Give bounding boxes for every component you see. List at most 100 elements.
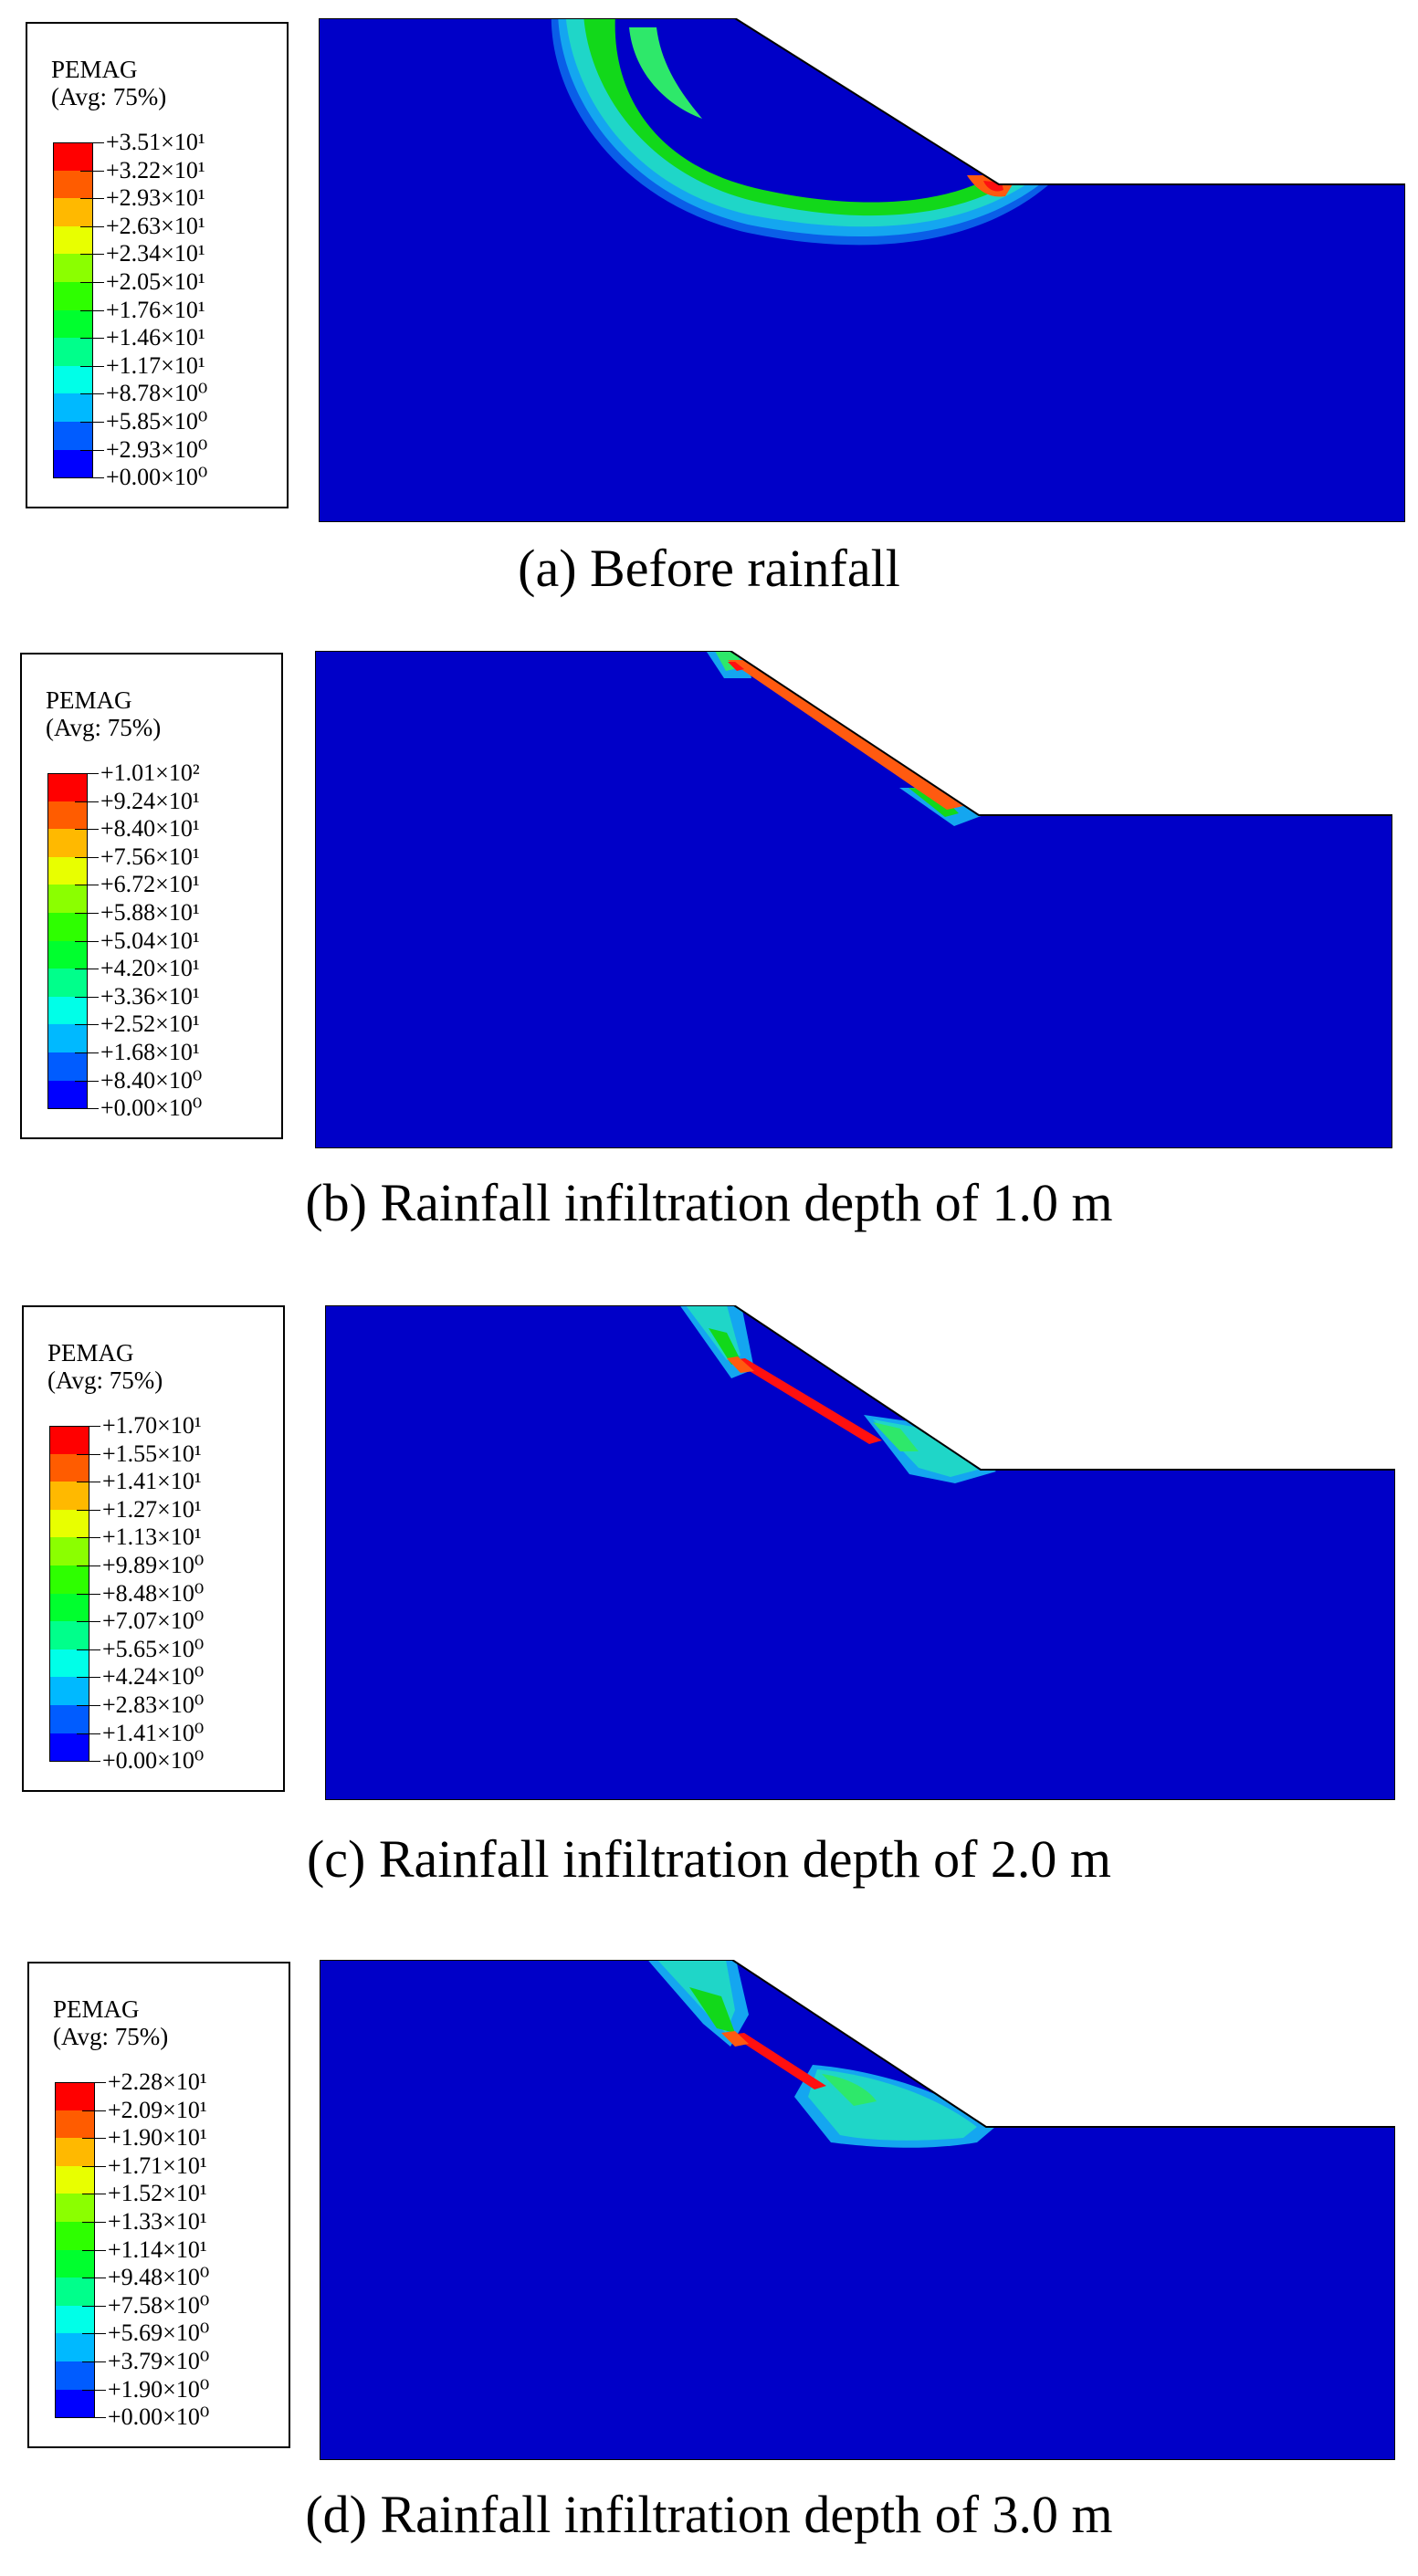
legend-tick: [82, 2417, 106, 2419]
legend-tick: [75, 801, 99, 802]
legend-title: PEMAG: [53, 1995, 140, 2023]
plastic-band: [731, 1358, 882, 1444]
legend-tick: [77, 1649, 100, 1650]
slope-body: [319, 18, 1405, 522]
contour-svg-c: [325, 1305, 1395, 1800]
legend-tick: [80, 365, 104, 367]
legend-tick: [82, 2361, 106, 2362]
legend-tick: [77, 1761, 100, 1763]
legend-label: +3.79×10⁰: [108, 2348, 210, 2374]
legend-label: +1.46×10¹: [106, 324, 205, 351]
legend-tick: [77, 1593, 100, 1595]
legend-label: +1.90×10⁰: [108, 2375, 210, 2403]
legend-label: +1.14×10¹: [108, 2236, 207, 2263]
legend-label: +2.83×10⁰: [102, 1691, 205, 1718]
legend-label: +2.05×10¹: [106, 268, 205, 295]
legend-tick: [80, 393, 104, 395]
legend-swatch: [55, 2222, 95, 2251]
legend-tick: [77, 1621, 100, 1623]
legend-label: +1.13×10¹: [102, 1524, 202, 1551]
legend-label: +0.00×10⁰: [100, 1094, 203, 1122]
contour-toe-green: [873, 1422, 919, 1451]
legend-tick: [77, 1705, 100, 1706]
legend-title: PEMAG: [51, 56, 138, 83]
legend-tick: [75, 1024, 99, 1026]
legend-swatch: [47, 1024, 88, 1053]
contour-svg-d: [320, 1960, 1395, 2460]
legend-tick: [77, 1426, 100, 1427]
caption-d: (d) Rainfall infiltration depth of 3.0 m: [305, 2485, 1113, 2544]
legend-label: +3.22×10¹: [106, 156, 205, 183]
legend-label: +1.41×10⁰: [102, 1719, 205, 1746]
legend-b: PEMAG (Avg: 75%) +1.01×10² +9.24×10¹ +8.40…: [20, 653, 283, 1139]
legend-tick: [77, 1537, 100, 1539]
legend-tick: [80, 170, 104, 172]
legend-label: +3.36×10¹: [100, 982, 200, 1010]
legend-label: +7.56×10¹: [100, 843, 200, 870]
legend-subtitle: (Avg: 75%): [51, 83, 167, 110]
legend-tick: [75, 773, 99, 774]
contour-green-band: [583, 18, 1008, 216]
legend-label: +2.93×10⁰: [106, 435, 208, 463]
plastic-band-core: [728, 662, 744, 671]
contour-svg-a: [319, 18, 1405, 522]
legend-label: +1.55×10¹: [102, 1440, 202, 1467]
legend-swatch: [49, 1509, 89, 1539]
legend-swatch: [55, 2389, 95, 2419]
legend-subtitle: (Avg: 75%): [47, 1367, 163, 1394]
legend-swatch: [47, 829, 88, 858]
legend-label: +1.27×10¹: [102, 1495, 202, 1523]
legend-label: +1.70×10¹: [102, 1412, 202, 1439]
legend-tick: [80, 142, 104, 143]
legend-tick: [77, 1453, 100, 1455]
legend-label: +5.04×10¹: [100, 927, 200, 954]
legend-tick: [80, 198, 104, 200]
caption-c: (c) Rainfall infiltration depth of 2.0 m: [306, 1829, 1112, 1889]
legend-label: +1.41×10¹: [102, 1468, 202, 1495]
legend-tick: [75, 940, 99, 942]
legend-tick: [82, 2110, 106, 2111]
legend-swatch: [53, 282, 93, 311]
panel-c: PEMAG (Avg: 75%) +1.70×10¹ +1.55×10¹ +1.41…: [0, 1287, 1418, 1931]
legend-label: +2.28×10¹: [108, 2068, 207, 2095]
legend-tick: [80, 282, 104, 283]
legend-label: +9.24×10¹: [100, 787, 200, 814]
legend-title: PEMAG: [46, 686, 132, 714]
contour-toe-green: [909, 788, 959, 817]
legend-tick: [80, 422, 104, 423]
legend-tick: [80, 449, 104, 451]
legend-label: +7.58×10⁰: [108, 2291, 210, 2319]
legend-label: +8.40×10¹: [100, 815, 200, 843]
legend-label: +1.68×10¹: [100, 1039, 200, 1065]
legend-tick: [77, 1677, 100, 1679]
legend-tick: [82, 2333, 106, 2335]
legend-label: +1.17×10¹: [106, 351, 205, 379]
legend-label: +8.78×10⁰: [106, 380, 208, 407]
legend-tick: [77, 1733, 100, 1734]
legend-label: +9.48×10⁰: [108, 2264, 210, 2291]
legend-label: +1.33×10¹: [108, 2208, 207, 2235]
legend-tick: [82, 2138, 106, 2140]
legend-swatch: [47, 1052, 88, 1082]
contour-inner-green: [629, 27, 702, 119]
legend-label: +0.00×10⁰: [102, 1747, 205, 1775]
panel-a: PEMAG (Avg: 75%) +3.51×10¹ +3.22×10¹ +2.93…: [0, 0, 1418, 644]
contour-cyan: [565, 18, 1026, 227]
legend-a: PEMAG (Avg: 75%) +3.51×10¹ +3.22×10¹ +2.93…: [26, 22, 289, 508]
legend-title: PEMAG: [47, 1339, 134, 1367]
legend-tick: [82, 2389, 106, 2391]
contour-crest-green: [689, 1987, 735, 2033]
legend-swatch: [53, 449, 93, 479]
legend-tick: [75, 913, 99, 914]
legend-swatch: [53, 170, 93, 200]
legend-tick: [75, 856, 99, 858]
caption-a: (a) Before rainfall: [518, 539, 900, 598]
legend-label: +5.88×10¹: [100, 899, 200, 926]
slope-contour-plot: [320, 1960, 1395, 2460]
legend-tick: [82, 2222, 106, 2223]
legend-swatch: [55, 2278, 95, 2307]
legend-tick: [82, 2249, 106, 2251]
legend-swatch: [53, 365, 93, 395]
caption-b: (b) Rainfall infiltration depth of 1.0 m: [305, 1173, 1113, 1232]
legend-tick: [82, 2082, 106, 2083]
